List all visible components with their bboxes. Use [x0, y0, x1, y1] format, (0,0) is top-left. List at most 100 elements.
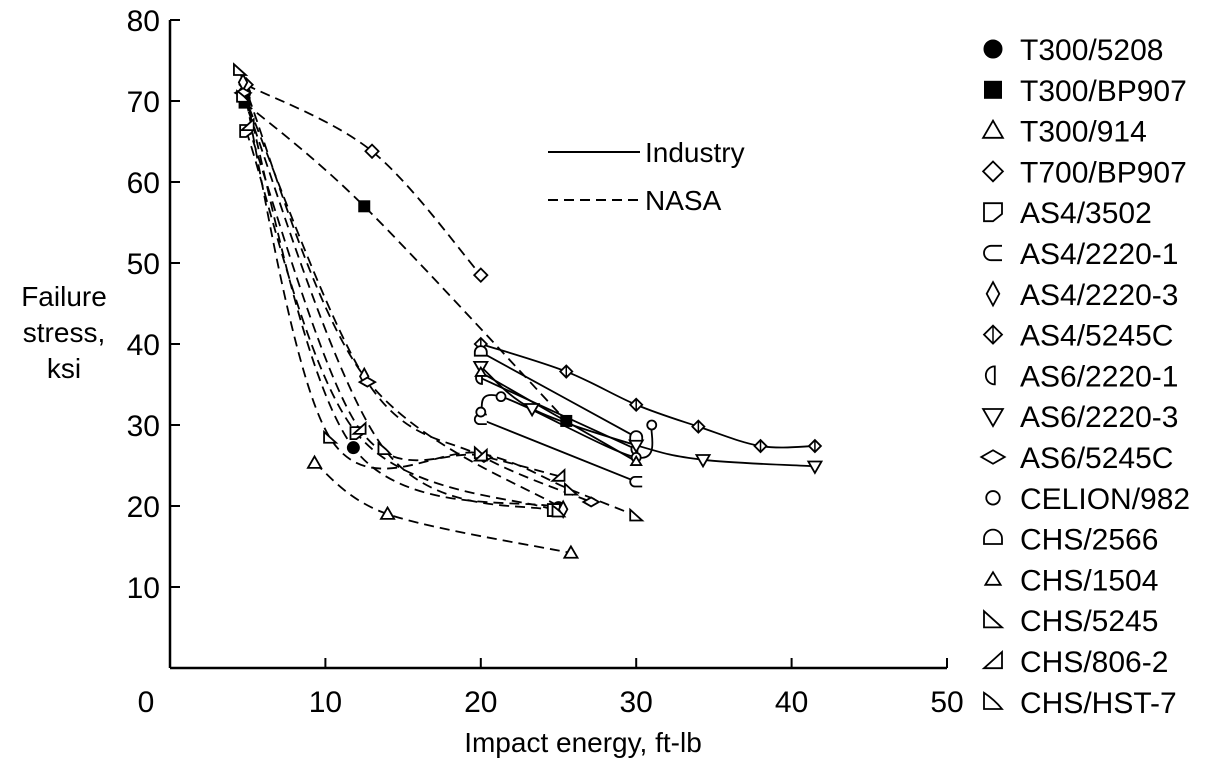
legend-label: T700/BP907 — [1020, 156, 1187, 189]
data-point-t300-bp907 — [358, 200, 371, 213]
series-line-t700-bp907 — [245, 84, 482, 276]
legend-marker-chs-5245 — [983, 609, 1005, 629]
data-point-chs-1504 — [474, 365, 488, 377]
x-tick-label: 50 — [930, 686, 963, 719]
y-axis-title: Failure stress, ksi — [21, 281, 107, 384]
legend-item: AS4/2220-3 — [985, 279, 1178, 312]
legend-marker-chs-2566 — [983, 528, 1003, 545]
legend-item: T300/914 — [981, 116, 1147, 149]
data-point-t700-bp907 — [364, 143, 380, 160]
legend-marker-chs-1504 — [983, 570, 1003, 586]
x-tick-label: 0 — [138, 686, 155, 719]
line-key-nasa-label: NASA — [645, 185, 722, 216]
series-line-t300-5208 — [243, 92, 559, 509]
legend-marker-t300-5208 — [983, 39, 1003, 59]
y-tick-label: 10 — [127, 572, 160, 605]
legend-item: CHS/806-2 — [981, 646, 1168, 679]
series-line-chs-1504 — [480, 371, 637, 463]
data-point-chs-806-2 — [239, 117, 255, 132]
x-ticks: 0 10 20 30 40 50 — [138, 658, 964, 719]
legend-item: T700/BP907 — [981, 156, 1187, 189]
legend-marker-as4-2220-1 — [983, 244, 1002, 262]
legend-label: CHS/HST-7 — [1020, 687, 1177, 720]
y-axis-title-line: Failure — [21, 281, 107, 312]
data-point-chs-5245 — [629, 507, 645, 522]
legend-item: AS6/2220-1 — [984, 360, 1178, 393]
legend-item: AS4/3502 — [983, 197, 1152, 230]
legend-label: T300/5208 — [1020, 34, 1163, 67]
series-line-as4-2220-3 — [242, 82, 564, 510]
data-point-chs-5245 — [564, 481, 580, 496]
legend-marker-celion-982 — [985, 490, 1001, 506]
legend-item: CELION/982 — [985, 483, 1190, 516]
data-point-chs-806-2 — [351, 421, 367, 435]
legend-label: CHS/806-2 — [1020, 646, 1168, 679]
legend-marker-t700-bp907 — [981, 160, 1005, 183]
legend-item: AS6/5245C — [979, 442, 1173, 475]
data-point-celion-982 — [646, 419, 658, 431]
data-point-chs-5245 — [233, 62, 249, 76]
y-axis-title-line: ksi — [47, 353, 81, 384]
y-tick-label: 80 — [127, 5, 160, 38]
legend-marker-t300-bp907 — [984, 80, 1002, 99]
y-tick-label: 40 — [127, 329, 160, 362]
series-line-celion-982 — [479, 394, 654, 459]
series-line-chs-2566 — [480, 351, 637, 438]
series-line-as6-5245c — [242, 92, 592, 503]
x-axis-title: Impact energy, ft-lb — [464, 727, 702, 758]
data-point-chs-hst-7 — [551, 503, 567, 518]
legend-item: CHS/2566 — [983, 524, 1158, 557]
legend-marker-t300-914 — [981, 118, 1005, 139]
y-axis-title-line: stress, — [23, 317, 105, 348]
data-point-t700-bp907 — [472, 267, 489, 284]
axes: 0 10 20 30 40 50 10 20 30 40 50 60 70 80 — [127, 5, 964, 719]
data-point-as4-5245c — [691, 419, 706, 434]
series-curves — [239, 70, 815, 554]
legend-item: AS4/5245C — [982, 320, 1173, 353]
legend: T300/5208 T300/BP907 T300/914 T700/BP907 AS4… — [979, 34, 1190, 720]
x-tick-label: 30 — [620, 686, 653, 719]
data-point-chs-1504 — [629, 454, 643, 466]
data-point-t300-bp907 — [560, 414, 573, 427]
data-point-as4-5245c — [753, 438, 768, 454]
data-point-chs-806-2 — [550, 468, 566, 482]
series-line-chs-806-2 — [246, 124, 559, 477]
legend-item: AS6/2220-3 — [981, 401, 1178, 434]
legend-marker-as6-5245c — [979, 449, 1007, 465]
legend-label: CELION/982 — [1020, 483, 1190, 516]
data-point-chs-hst-7 — [236, 89, 251, 103]
legend-label: CHS/1504 — [1020, 564, 1158, 597]
legend-label: AS4/2220-3 — [1020, 279, 1178, 312]
legend-marker-as4-3502 — [983, 202, 1003, 223]
legend-item: T300/5208 — [983, 34, 1163, 67]
x-tick-label: 40 — [775, 686, 808, 719]
y-ticks: 10 20 30 40 50 60 70 80 — [127, 5, 180, 605]
legend-item: CHS/5245 — [983, 605, 1158, 638]
legend-label: AS4/2220-1 — [1020, 238, 1178, 271]
legend-label: T300/BP907 — [1020, 75, 1187, 108]
legend-label: AS6/2220-1 — [1020, 360, 1178, 393]
series-line-t300-914 — [313, 462, 572, 554]
legend-item: T300/BP907 — [984, 75, 1187, 108]
data-point-as6-2220-3 — [523, 403, 541, 418]
y-tick-label: 30 — [127, 410, 160, 443]
data-point-t300-914 — [306, 454, 323, 469]
data-point-chs-2566 — [473, 345, 488, 357]
legend-marker-as4-5245c — [982, 324, 1004, 345]
legend-item: AS4/2220-1 — [983, 238, 1178, 271]
y-tick-label: 70 — [127, 86, 160, 119]
legend-marker-as6-2220-1 — [984, 365, 996, 386]
data-point-as4-5245c — [628, 397, 644, 413]
data-point-chs-806-2 — [472, 447, 488, 462]
legend-label: CHS/5245 — [1020, 605, 1158, 638]
data-point-chs-2566 — [629, 430, 644, 442]
legend-label: T300/914 — [1020, 116, 1147, 149]
legend-marker-chs-806-2 — [981, 649, 1003, 670]
y-tick-label: 20 — [127, 491, 160, 524]
legend-marker-as4-2220-3 — [985, 280, 1001, 308]
data-point-as6-2220-3 — [694, 454, 712, 469]
data-point-celion-982 — [475, 406, 487, 418]
legend-label: AS4/3502 — [1020, 197, 1152, 230]
series-line-as4-2220-1 — [480, 418, 637, 483]
